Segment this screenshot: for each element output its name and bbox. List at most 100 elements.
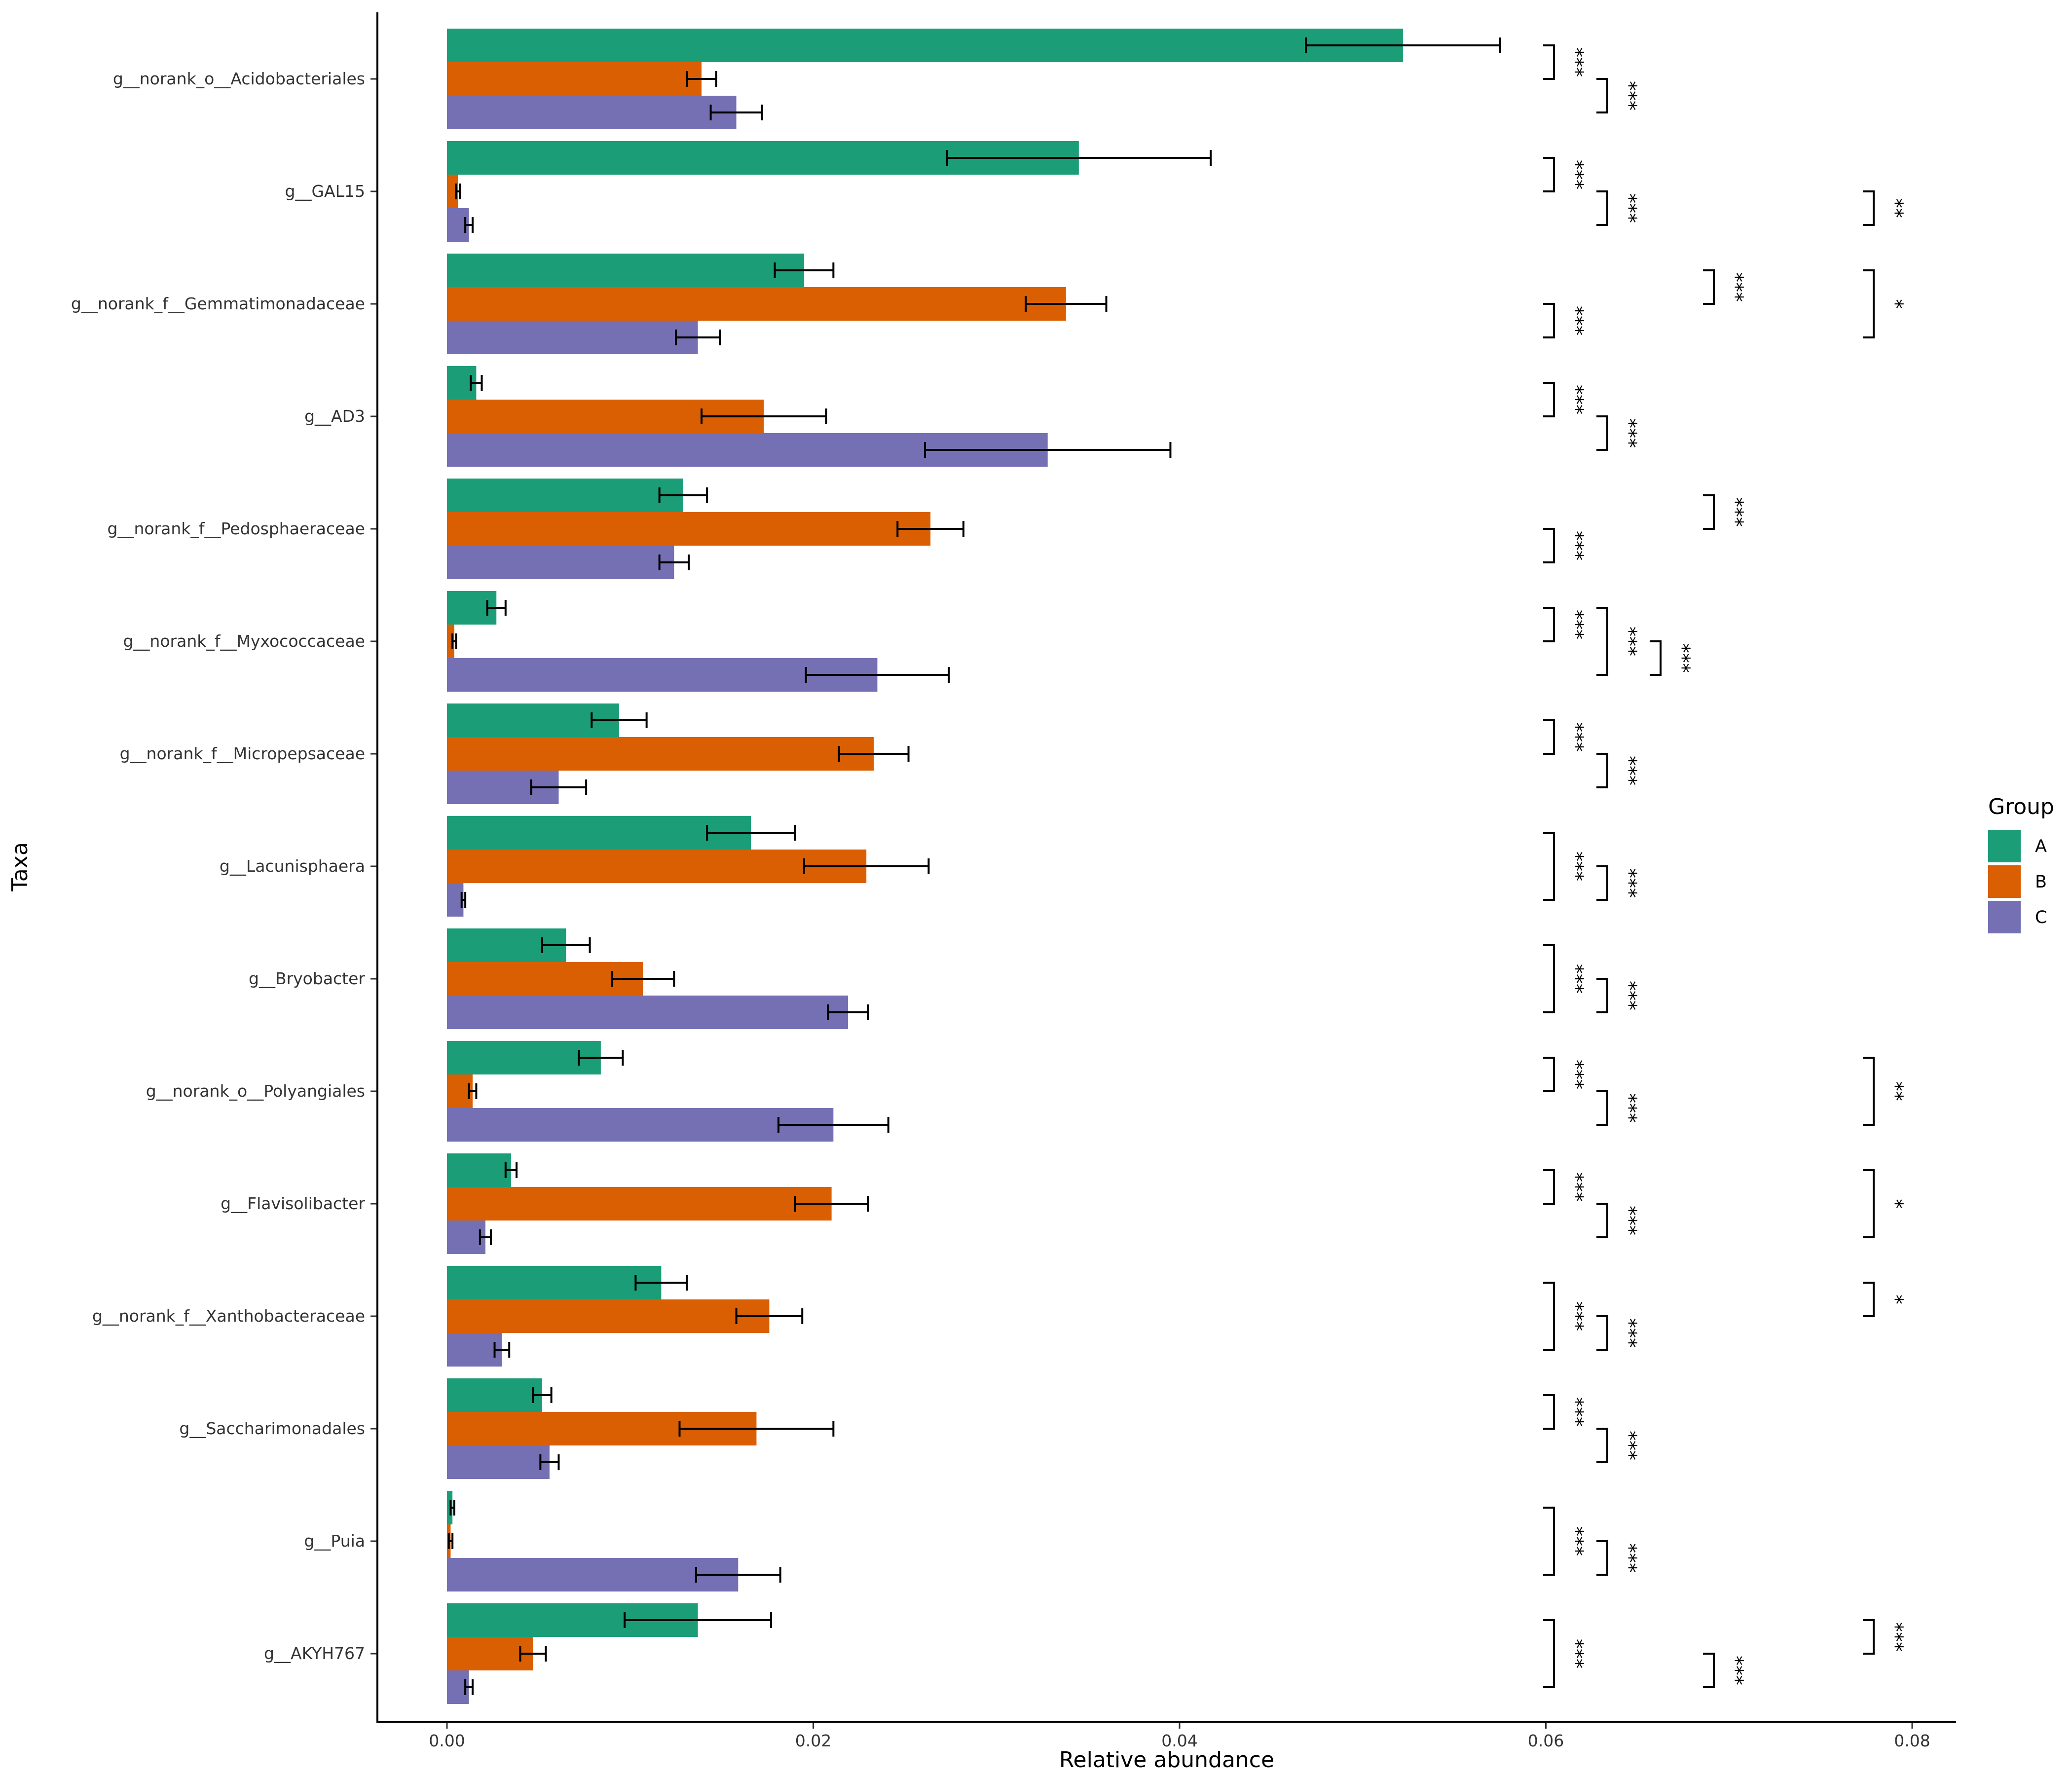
- significance-label: ***: [1618, 1431, 1640, 1460]
- legend-label-C: C: [2035, 908, 2047, 927]
- significance-label: ***: [1618, 1543, 1640, 1573]
- significance-label: ***: [1671, 643, 1694, 673]
- error-bar-A-7: [706, 825, 796, 841]
- error-bar-C-7: [460, 892, 467, 908]
- error-bar-B-11: [735, 1308, 804, 1324]
- significance-bracket: [1703, 269, 1715, 305]
- x-tick-label: 0.02: [795, 1731, 831, 1750]
- y-tick-label: g__norank_f__Xanthobacteraceae: [92, 1306, 365, 1326]
- significance-label: ***: [1618, 981, 1640, 1010]
- error-bar-C-0: [709, 105, 763, 120]
- significance-bracket: [1596, 1203, 1608, 1238]
- error-bar-A-8: [541, 937, 591, 953]
- significance-bracket: [1596, 607, 1608, 676]
- significance-label: ***: [1618, 627, 1640, 656]
- bar-B-0: [447, 62, 702, 96]
- error-bar-A-2: [774, 262, 835, 278]
- significance-bracket: [1703, 1653, 1715, 1688]
- significance-label: ***: [1564, 531, 1587, 560]
- error-bar-B-13: [447, 1533, 454, 1549]
- bar-B-8: [447, 962, 643, 996]
- y-axis-title: Taxa: [7, 842, 33, 892]
- legend-label-B: B: [2035, 872, 2047, 892]
- x-tick-label: 0.00: [429, 1731, 465, 1750]
- x-tick-label: 0.06: [1528, 1731, 1564, 1750]
- y-tick-label: g__Flavisolibacter: [221, 1194, 365, 1213]
- significance-label: *: [1884, 1199, 1907, 1209]
- error-bar-A-0: [1305, 37, 1501, 53]
- significance-bracket: [1543, 528, 1555, 563]
- significance-bracket: [1596, 978, 1608, 1013]
- significance-bracket: [1863, 1169, 1875, 1238]
- significance-bracket: [1543, 1169, 1555, 1205]
- y-axis-ticks: g__norank_o__Acidobacteriales g__GAL15 g__…: [71, 69, 377, 1663]
- bar-B-6: [447, 737, 874, 771]
- bar-A-2: [447, 254, 804, 287]
- error-bar-B-2: [1025, 296, 1108, 312]
- significance-bracket: [1596, 1540, 1608, 1576]
- error-bar-A-10: [504, 1162, 518, 1178]
- x-axis-title: Relative abundance: [1059, 1747, 1274, 1773]
- significance-label: ***: [1618, 1206, 1640, 1235]
- y-tick-label: g__norank_f__Gemmatimonadaceae: [71, 294, 365, 313]
- significance-label: ***: [1618, 193, 1640, 223]
- significance-bracket: [1543, 832, 1555, 901]
- legend-key-A: [1988, 830, 2021, 862]
- y-tick-label: g__GAL15: [285, 182, 365, 201]
- error-bar-B-9: [468, 1083, 478, 1099]
- bar-A-7: [447, 816, 751, 850]
- significance-bracket: [1596, 753, 1608, 788]
- bars-layer: [447, 29, 1403, 1704]
- y-tick-label: g__Lacunisphaera: [220, 856, 365, 876]
- error-bar-C-6: [530, 779, 588, 795]
- significance-label: ***: [1618, 81, 1640, 111]
- significance-label: ***: [1618, 418, 1640, 448]
- error-bar-C-13: [695, 1567, 781, 1583]
- significance-label: ***: [1564, 160, 1587, 189]
- y-tick-label: g__Bryobacter: [249, 969, 365, 988]
- error-bars-layer: [447, 37, 1501, 1695]
- significance-label: **: [1884, 1081, 1907, 1101]
- bar-C-2: [447, 321, 698, 354]
- significance-bracket: [1543, 719, 1555, 755]
- bar-B-14: [447, 1637, 533, 1670]
- significance-bracket: [1596, 865, 1608, 901]
- x-axis-ticks: 0.00 0.02 0.04 0.06 0.08: [429, 1722, 1930, 1750]
- error-bar-B-12: [678, 1421, 835, 1437]
- error-bar-B-7: [803, 858, 930, 874]
- bar-B-11: [447, 1299, 770, 1333]
- bar-A-6: [447, 703, 619, 737]
- y-tick-label: g__norank_o__Polyangiales: [146, 1081, 365, 1101]
- error-bar-A-6: [591, 712, 648, 728]
- bar-B-4: [447, 512, 931, 546]
- bar-C-8: [447, 996, 849, 1029]
- error-bar-B-5: [451, 633, 457, 649]
- y-tick-label: g__Puia: [304, 1531, 365, 1551]
- error-bar-B-0: [686, 71, 717, 87]
- significance-label: ***: [1564, 1172, 1587, 1202]
- bar-A-12: [447, 1378, 543, 1412]
- error-bar-A-1: [946, 150, 1212, 166]
- bar-A-9: [447, 1041, 601, 1074]
- significance-label: ***: [1618, 868, 1640, 898]
- significance-bracket: [1543, 44, 1555, 80]
- error-bar-C-9: [777, 1117, 889, 1133]
- significance-bracket: [1596, 415, 1608, 451]
- legend: Group ABC: [1988, 794, 2054, 933]
- error-bar-B-8: [611, 971, 675, 987]
- error-bar-C-3: [924, 442, 1172, 458]
- error-bar-C-1: [464, 217, 474, 233]
- y-tick-label: g__AKYH767: [264, 1644, 365, 1663]
- significance-bracket: [1863, 1282, 1875, 1317]
- legend-label-A: A: [2035, 837, 2047, 856]
- error-bar-B-4: [896, 521, 964, 537]
- bar-C-9: [447, 1108, 834, 1142]
- significance-bracket: [1863, 1619, 1875, 1655]
- error-bar-C-14: [464, 1679, 474, 1695]
- significance-label: ***: [1564, 306, 1587, 335]
- bar-A-4: [447, 479, 683, 512]
- significance-label: ***: [1884, 1622, 1907, 1652]
- legend-key-B: [1988, 865, 2021, 898]
- error-bar-A-11: [634, 1275, 688, 1291]
